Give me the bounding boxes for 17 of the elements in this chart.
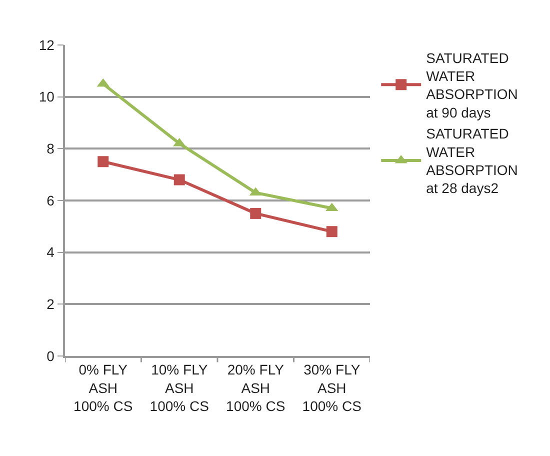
- x-tick-label: 0% FLY ASH 100% CS: [74, 362, 133, 414]
- y-tick-label: 8: [46, 140, 55, 157]
- y-tick-label: 6: [46, 192, 55, 208]
- y-tick-label: 4: [46, 244, 55, 260]
- x-tick-label: 30% FLY ASH 100% CS: [302, 362, 362, 414]
- y-tick-label: 12: [38, 36, 55, 53]
- legend-label: SATURATED WATER ABSORPTION at 28 days2: [426, 126, 518, 196]
- point: [250, 208, 262, 219]
- x-tick-label: 10% FLY ASH 100% CS: [150, 362, 209, 414]
- x-tick-label: 20% FLY ASH 100% CS: [226, 362, 286, 414]
- y-tick-label: 0: [46, 348, 55, 364]
- y-tick-label: 2: [46, 296, 55, 312]
- point: [174, 174, 185, 186]
- legend-label: SATURATED WATER ABSORPTION at 90 days: [426, 50, 518, 120]
- point: [98, 156, 109, 168]
- point: [326, 226, 338, 238]
- y-tick-label: 10: [38, 88, 55, 105]
